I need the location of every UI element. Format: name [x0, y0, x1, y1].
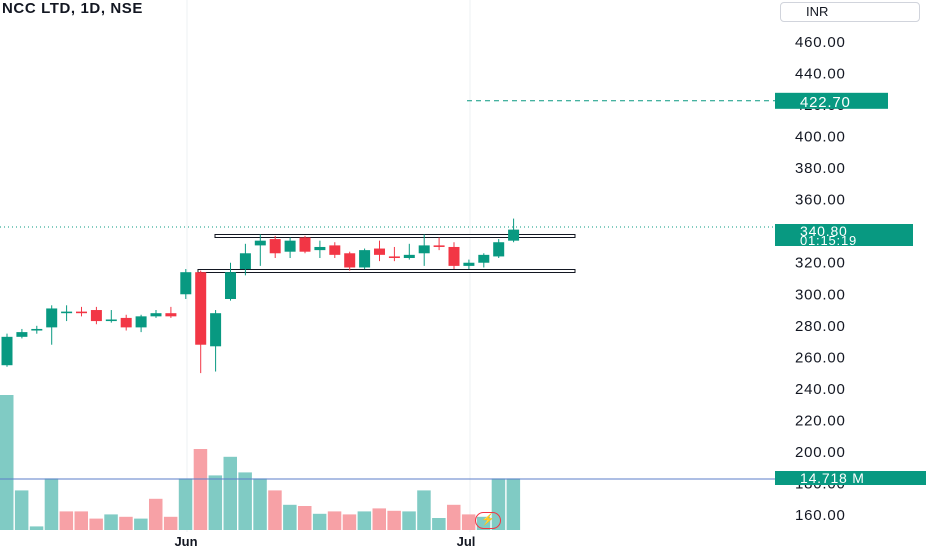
candle-body: [239, 253, 251, 270]
candle-body: [180, 272, 192, 295]
volume-bar: [461, 514, 476, 530]
volume-bar: [149, 498, 163, 530]
volume-bar: [268, 490, 282, 530]
candle-body: [344, 253, 356, 268]
candle-body: [374, 248, 385, 255]
candle-body: [478, 254, 490, 263]
candle-body: [31, 328, 43, 331]
candle-body: [388, 256, 400, 259]
candle-body: [254, 240, 266, 246]
candle-body: [418, 245, 430, 254]
price-tick-label: 400.00: [795, 129, 846, 146]
time-axis-label: Jun: [174, 534, 197, 549]
price-tick-label: 360.00: [795, 192, 846, 209]
candle-body: [284, 240, 296, 252]
candle-body: [76, 311, 87, 314]
range-line: [197, 269, 576, 273]
volume-bar: [104, 514, 118, 530]
candle-body: [105, 319, 117, 322]
volume-bar: [447, 504, 461, 530]
volume-bar: [208, 475, 223, 530]
price-tick-label: 440.00: [795, 66, 846, 83]
candle-body: [150, 313, 162, 317]
candle-body: [359, 250, 371, 268]
candle-body: [120, 317, 132, 328]
price-tick-label: 260.00: [795, 349, 846, 366]
volume-bar: [14, 490, 29, 530]
candle-body: [16, 332, 28, 337]
volume-bar: [432, 518, 446, 530]
countdown-label: 01:15:19: [800, 233, 857, 248]
candle-body: [225, 272, 236, 299]
volume-bar: [402, 511, 416, 530]
candle-body: [269, 239, 281, 254]
volume-bar: [357, 511, 372, 530]
price-tick-label: 220.00: [795, 412, 846, 429]
price-tick-label: 280.00: [795, 318, 846, 335]
candle-body: [329, 245, 341, 255]
candle-body: [493, 242, 505, 257]
candle-body: [46, 308, 58, 328]
volume-badge: [775, 471, 926, 485]
volume-bar: [372, 508, 386, 530]
volume-bar: [223, 456, 237, 530]
price-tick-label: 380.00: [795, 160, 846, 177]
candle-body: [195, 272, 207, 345]
candle-body: [403, 254, 415, 259]
last-price-label: 340.80: [800, 223, 848, 239]
last-price-badge: [775, 224, 913, 246]
target-price-label: 422.70: [800, 94, 851, 111]
volume-bar: [74, 511, 88, 530]
price-tick-label: 320.00: [795, 255, 846, 272]
price-tick-label: 160.00: [795, 507, 846, 524]
volume-bar: [59, 511, 74, 530]
volume-bar: [193, 449, 208, 530]
volume-bar: [89, 518, 103, 530]
volume-bar: [387, 510, 401, 530]
candle-body: [508, 229, 520, 241]
candle-body: [433, 245, 445, 247]
target-price-badge: [775, 92, 888, 109]
candle-body: [90, 310, 102, 322]
candle-body: [448, 246, 460, 266]
volume-bar: [134, 518, 148, 530]
price-tick-label: 200.00: [795, 444, 846, 461]
volume-bar: [238, 472, 252, 530]
volume-bar: [417, 490, 431, 530]
volume-bar: [253, 478, 267, 530]
range-line: [214, 234, 576, 238]
volume-bar: [327, 511, 342, 530]
volume-bar: [283, 504, 297, 530]
candle-body: [165, 313, 177, 317]
chart-title: NCC LTD, 1D, NSE: [2, 0, 143, 17]
volume-bar: [506, 478, 521, 530]
volume-bar: [342, 514, 357, 530]
currency-selector[interactable]: INR: [780, 2, 920, 22]
candle-body: [210, 313, 222, 347]
volume-bar: [312, 513, 327, 530]
volume-bar: [178, 478, 193, 530]
volume-bar: [298, 506, 312, 530]
time-axis-label: Jul: [457, 534, 476, 549]
volume-bar: [29, 526, 44, 530]
candle-body: [1, 336, 13, 366]
candle-body: [135, 316, 147, 328]
lightning-icon[interactable]: ⚡: [475, 512, 501, 529]
volume-bar: [44, 478, 59, 530]
candle-body: [299, 237, 311, 252]
price-tick-label: 300.00: [795, 286, 846, 303]
volume-bar: [119, 516, 133, 530]
volume-bar: [0, 395, 14, 530]
volume-bar: [163, 516, 178, 530]
volume-label: 14.718 M: [800, 470, 865, 486]
candle-body: [61, 311, 73, 314]
price-tick-label: 240.00: [795, 381, 846, 398]
price-tick-label: 460.00: [795, 34, 846, 51]
candle-body: [463, 262, 475, 266]
candle-body: [314, 246, 326, 251]
